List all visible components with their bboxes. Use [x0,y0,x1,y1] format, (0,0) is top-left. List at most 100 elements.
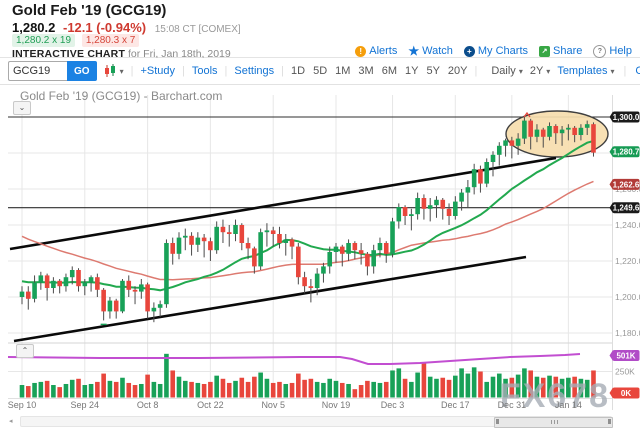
scroll-left-arrow-icon[interactable]: ◂ [9,418,13,425]
svg-text:1,300.0: 1,300.0 [613,113,640,122]
settings-button[interactable]: Settings [234,65,275,77]
period-button-20y[interactable]: 20Y [447,65,468,77]
trend-channel-lines [9,156,557,343]
price-change: -12.1 (-0.94%) [63,20,147,35]
plus-circle-icon [463,45,475,57]
period-button-1m[interactable]: 1M [335,65,351,77]
add-study-button[interactable]: +Study [140,65,175,77]
period-button-5d[interactable]: 5D [313,65,328,77]
period-button-1d[interactable]: 1D [291,65,306,77]
collapse-volume-panel-button[interactable]: ⌃ [16,344,34,358]
period-button-3m[interactable]: 3M [358,65,374,77]
bid-ask-row: 1,280.2 x 19 1,280.3 x 7 [12,34,143,47]
price-badge-12807: 1,280.7 [609,146,640,158]
svg-text:1,240.0: 1,240.0 [615,220,640,230]
svg-text:Dec 31: Dec 31 [498,400,527,410]
last-price: 1,280.2 [12,20,56,35]
fast-moving-average-line [21,140,594,292]
quote-time: 15:08 CT [COMEX] [154,24,241,35]
price-badges: 1,300.0 1,280.7 1,262.6 1,249.6 501K 0K [609,111,640,399]
interactive-chart-date: for Fri, Jan 18th, 2019 [128,48,231,60]
header-link-label: Watch [422,45,453,57]
open-interest-line [7,353,581,365]
period-button-5y[interactable]: 5Y [426,65,440,77]
price-badge-13000: 1,300.0 [609,111,640,123]
svg-text:1,249.6: 1,249.6 [613,204,640,213]
bid-chip: 1,280.2 x 19 [12,34,76,47]
x-axis-labels: Sep 10 Sep 24 Oct 8 Oct 22 Nov 5 Nov 19 Dec 3 D… [8,400,582,410]
volume-bars [19,353,596,398]
chart-scrollbar: ◂ [0,415,640,429]
svg-text:1,280.7: 1,280.7 [613,148,640,157]
watermark-text: FX678 [500,377,610,415]
quote-header: Gold Feb '19 (GCG19) 1,280.2 -12.1 (-0.9… [0,0,640,60]
period-buttons: 1D 5D 1M 3M 6M 1Y 5Y 20Y [291,65,467,77]
chevron-down-icon: ▾ [610,66,615,76]
header-link-share[interactable]: Share [539,45,582,57]
svg-text:Dec 17: Dec 17 [441,400,470,410]
volume-zero-badge: 0K [609,387,640,399]
chevron-down-icon: ▾ [119,66,124,76]
toolbar-right-group: Templates▾ | Clear ≡ [557,64,640,79]
chevron-down-icon: ▾ [518,66,523,76]
candlesticks [19,117,596,323]
candlestick-type-icon [104,64,115,77]
slow-moving-average-line [21,180,594,281]
header-link-alerts[interactable]: Alerts [355,45,397,57]
period-button-6m[interactable]: 6M [381,65,397,77]
svg-text:0K: 0K [621,389,631,398]
clear-button[interactable]: Clear [635,65,640,77]
interactive-chart-caption: INTERACTIVE CHART for Fri, Jan 18th, 201… [12,48,231,60]
symbol-title: Gold Feb '19 (GCG19) [12,2,167,19]
svg-text:Dec 3: Dec 3 [381,400,405,410]
svg-text:501K: 501K [616,352,635,361]
go-button[interactable]: GO [67,61,97,81]
header-link-label: Alerts [369,45,398,57]
svg-text:250K: 250K [615,367,635,377]
frequency-dropdown[interactable]: Daily ▾ [491,65,523,77]
tools-button[interactable]: Tools [191,65,218,77]
chart-toolbar: GO ▾ | +Study | Tools | Settings | 1D5D1… [0,58,640,85]
svg-text:Sep 24: Sep 24 [71,400,100,410]
scrollbar-thumb[interactable] [494,417,613,428]
svg-text:Nov 5: Nov 5 [261,400,285,410]
svg-text:Nov 19: Nov 19 [322,400,351,410]
price-chart-canvas[interactable]: FX678 Sep 10 Sep 24 Oct 8 Oct 22 Nov 5 Nov 19 D… [0,88,640,430]
header-link-watch[interactable]: Watch [408,44,453,58]
price-row: 1,280.2 -12.1 (-0.94%) 15:08 CT [COMEX] [12,20,241,35]
svg-text:Oct 22: Oct 22 [197,400,224,410]
svg-text:Jan 14: Jan 14 [555,400,582,410]
price-badge-12496: 1,249.6 [609,202,640,214]
high-marker-caret [523,111,531,118]
chart-type-dropdown[interactable]: ▾ [104,64,124,78]
collapse-price-panel-button[interactable]: ⌄ [13,101,31,115]
range-dropdown[interactable]: 2Y ▾ [529,65,551,77]
star-icon [408,44,419,58]
symbol-input[interactable] [8,61,67,81]
thumb-left-handle[interactable] [496,419,499,424]
open-interest-badge: 501K [609,350,640,361]
period-button-1y[interactable]: 1Y [404,65,419,77]
header-link-label: My Charts [477,45,529,57]
help-icon [593,44,607,58]
interactive-chart-label: INTERACTIVE CHART [12,48,126,60]
price-badge-12626: 1,262.6 [609,178,640,190]
svg-text:Oct 8: Oct 8 [137,400,159,410]
header-link-label: Help [609,45,632,57]
thumb-right-handle[interactable] [608,419,611,424]
header-link-help[interactable]: Help [593,44,632,58]
templates-dropdown[interactable]: Templates ▾ [557,65,615,77]
svg-text:1,180.0: 1,180.0 [615,328,640,338]
horizontal-price-lines [8,116,612,209]
header-link-my-charts[interactable]: My Charts [463,45,529,57]
svg-text:1,200.0: 1,200.0 [615,292,640,302]
svg-text:1,220.0: 1,220.0 [615,256,640,266]
svg-text:Sep 10: Sep 10 [8,400,37,410]
chevron-down-icon: ▾ [546,66,551,76]
alert-icon [355,45,367,57]
svg-text:1,262.6: 1,262.6 [613,180,640,189]
scrollbar-track[interactable] [20,416,613,428]
thumb-grip [550,420,558,424]
ask-chip: 1,280.3 x 7 [81,34,140,47]
